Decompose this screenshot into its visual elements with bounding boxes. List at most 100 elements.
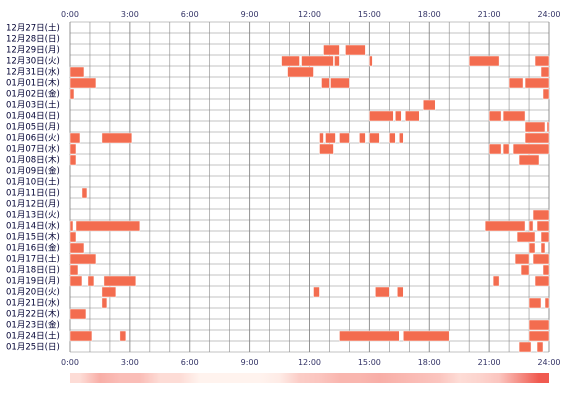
row-label: 12月29日(月) xyxy=(6,46,60,56)
activity-segment xyxy=(534,55,550,67)
activity-segment xyxy=(325,132,336,144)
activity-segment xyxy=(69,220,74,232)
activity-segment xyxy=(524,77,550,89)
activity-segment xyxy=(369,110,394,122)
activity-segment xyxy=(518,154,540,166)
activity-segment xyxy=(339,330,400,342)
density-strip-bar xyxy=(70,373,549,383)
row-label: 01月19日(月) xyxy=(6,277,60,287)
activity-segment xyxy=(330,77,350,89)
activity-segment xyxy=(69,275,83,287)
row-label: 01月18日(日) xyxy=(6,266,60,276)
row-label: 01月17日(土) xyxy=(6,254,60,265)
activity-segment xyxy=(359,132,366,144)
row-label: 01月02日(金) xyxy=(6,89,60,100)
activity-segment xyxy=(345,44,366,56)
x-tick-label-top: 12:00 xyxy=(298,10,321,19)
activity-segment xyxy=(542,88,550,100)
activity-segment xyxy=(334,55,340,67)
activity-segment xyxy=(69,88,75,100)
activity-segment xyxy=(540,231,550,243)
row-label: 01月13日(火) xyxy=(6,211,60,221)
activity-segments xyxy=(69,44,550,353)
activity-segment xyxy=(520,264,530,276)
x-tick-label-top: 15:00 xyxy=(358,10,381,19)
activity-segment xyxy=(69,330,93,342)
row-label: 01月12日(月) xyxy=(6,200,60,210)
x-tick-label-bottom: 9:00 xyxy=(241,358,259,367)
activity-segment xyxy=(405,110,420,122)
activity-segment xyxy=(508,77,524,89)
row-label: 01月21日(水) xyxy=(6,298,60,309)
activity-segment xyxy=(389,132,396,144)
activity-segment xyxy=(397,286,404,298)
activity-segment xyxy=(502,110,526,122)
row-label: 01月04日(日) xyxy=(6,112,60,122)
x-tick-label-top: 3:00 xyxy=(121,10,139,19)
activity-segment xyxy=(524,132,550,144)
row-label: 01月10日(土) xyxy=(6,177,60,188)
row-labels: 12月27日(土)12月28日(日)12月29日(月)12月30日(火)12月3… xyxy=(6,23,60,353)
activity-segment xyxy=(468,55,500,67)
activity-segment xyxy=(319,132,324,144)
activity-segment xyxy=(287,66,314,78)
activity-segment xyxy=(281,55,300,67)
activity-segment xyxy=(319,143,334,155)
activity-segment xyxy=(69,77,97,89)
x-tick-label-top: 24:00 xyxy=(537,10,560,19)
activity-segment xyxy=(540,66,550,78)
activity-segment xyxy=(528,297,542,309)
activity-segment xyxy=(536,341,544,353)
x-tick-label-top: 0:00 xyxy=(61,10,79,19)
row-label: 01月03日(土) xyxy=(6,100,60,111)
activity-segment xyxy=(69,132,81,144)
activity-segment xyxy=(313,286,320,298)
activity-segment xyxy=(423,99,436,111)
activity-segment xyxy=(532,209,550,221)
row-label: 01月20日(火) xyxy=(6,288,60,298)
x-tick-label-bottom: 15:00 xyxy=(358,358,381,367)
activity-segment xyxy=(403,330,450,342)
row-label: 12月27日(土) xyxy=(6,23,60,34)
activity-segment xyxy=(492,275,500,287)
activity-segment xyxy=(488,110,502,122)
activity-segment xyxy=(81,187,88,199)
x-tick-label-top: 6:00 xyxy=(181,10,199,19)
activity-segment xyxy=(488,143,502,155)
activity-segment xyxy=(528,242,536,254)
activity-segment xyxy=(484,220,526,232)
activity-segment xyxy=(528,319,550,331)
row-label: 01月09日(金) xyxy=(6,166,60,177)
row-label: 01月06日(火) xyxy=(6,134,60,144)
activity-segment xyxy=(528,220,534,232)
activity-segment xyxy=(87,275,95,287)
activity-segment xyxy=(339,132,350,144)
x-tick-label-top: 9:00 xyxy=(241,10,259,19)
activity-segment xyxy=(514,253,530,265)
row-label: 01月23日(金) xyxy=(6,320,60,331)
activity-segment xyxy=(69,154,77,166)
row-label: 01月15日(木) xyxy=(6,232,60,243)
row-label: 12月30日(火) xyxy=(6,57,60,67)
activity-segment xyxy=(518,341,532,353)
activity-segment xyxy=(369,55,373,67)
activity-segment xyxy=(375,286,390,298)
activity-segment xyxy=(516,231,536,243)
x-tick-label-bottom: 21:00 xyxy=(478,358,501,367)
grid xyxy=(69,21,550,353)
row-label: 01月25日(日) xyxy=(6,343,60,353)
activity-segment xyxy=(395,110,402,122)
x-tick-label-bottom: 0:00 xyxy=(61,358,79,367)
activity-segment xyxy=(75,220,141,232)
row-label: 01月11日(日) xyxy=(6,189,60,199)
row-label: 01月08日(木) xyxy=(6,155,60,166)
activity-segment xyxy=(103,275,137,287)
activity-segment xyxy=(399,132,404,144)
x-tick-label-bottom: 3:00 xyxy=(121,358,139,367)
row-label: 01月24日(土) xyxy=(6,331,60,342)
row-label: 01月01日(木) xyxy=(6,78,60,89)
activity-segment xyxy=(323,44,340,56)
row-label: 12月28日(日) xyxy=(6,35,60,45)
x-tick-label-bottom: 6:00 xyxy=(181,358,199,367)
row-label: 01月07日(水) xyxy=(6,144,60,155)
